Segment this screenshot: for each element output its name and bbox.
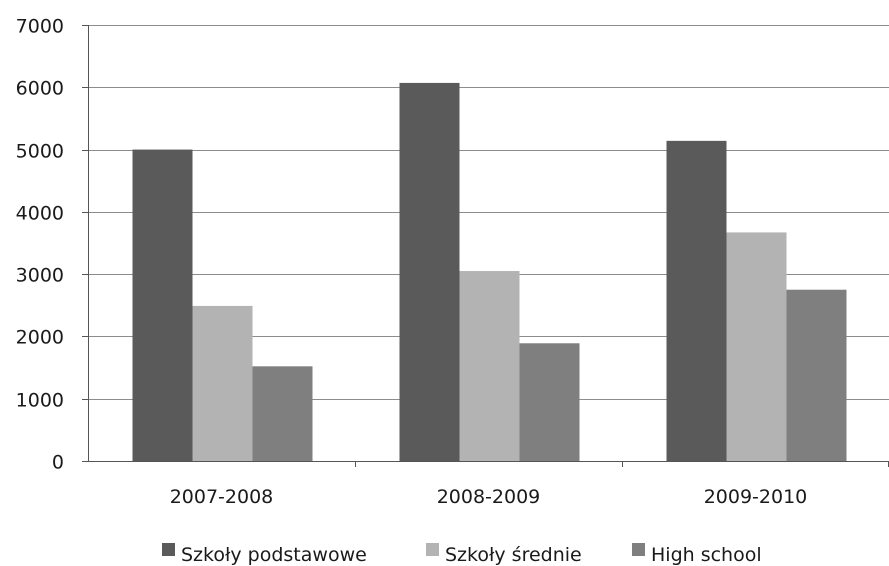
legend: Szkoły podstawowe Szkoły średnie High scho… xyxy=(162,543,762,566)
bar xyxy=(132,149,193,462)
bar xyxy=(666,140,727,461)
bar xyxy=(252,366,313,461)
legend-label: High school xyxy=(651,544,762,566)
y-tick-label: 3000 xyxy=(16,265,64,287)
legend-swatch xyxy=(162,543,175,556)
x-tick-label: 2009-2010 xyxy=(704,486,808,508)
axes: 0 1000 2000 3000 4000 5000 6000 7000 2007-2008 20… xyxy=(16,16,889,508)
legend-swatch xyxy=(632,543,645,556)
x-tick-label: 2007-2008 xyxy=(170,486,274,508)
legend-label: Szkoły średnie xyxy=(445,544,582,566)
legend-label: Szkoły podstawowe xyxy=(181,544,367,566)
y-tick-label: 2000 xyxy=(16,327,64,349)
bar xyxy=(786,289,847,461)
y-tick-label: 4000 xyxy=(16,203,64,225)
y-tick-label: 5000 xyxy=(16,141,64,163)
bar xyxy=(459,271,520,461)
bar xyxy=(192,305,253,461)
y-tick-label: 6000 xyxy=(16,78,64,100)
x-tick-label: 2008-2009 xyxy=(437,486,541,508)
bar xyxy=(399,82,460,461)
bar xyxy=(726,232,787,461)
legend-swatch xyxy=(426,543,439,556)
bars xyxy=(132,82,847,462)
y-tick-label: 7000 xyxy=(16,16,64,38)
bar xyxy=(519,343,580,461)
y-tick-label: 1000 xyxy=(16,390,64,412)
y-tick-label: 0 xyxy=(52,452,64,474)
